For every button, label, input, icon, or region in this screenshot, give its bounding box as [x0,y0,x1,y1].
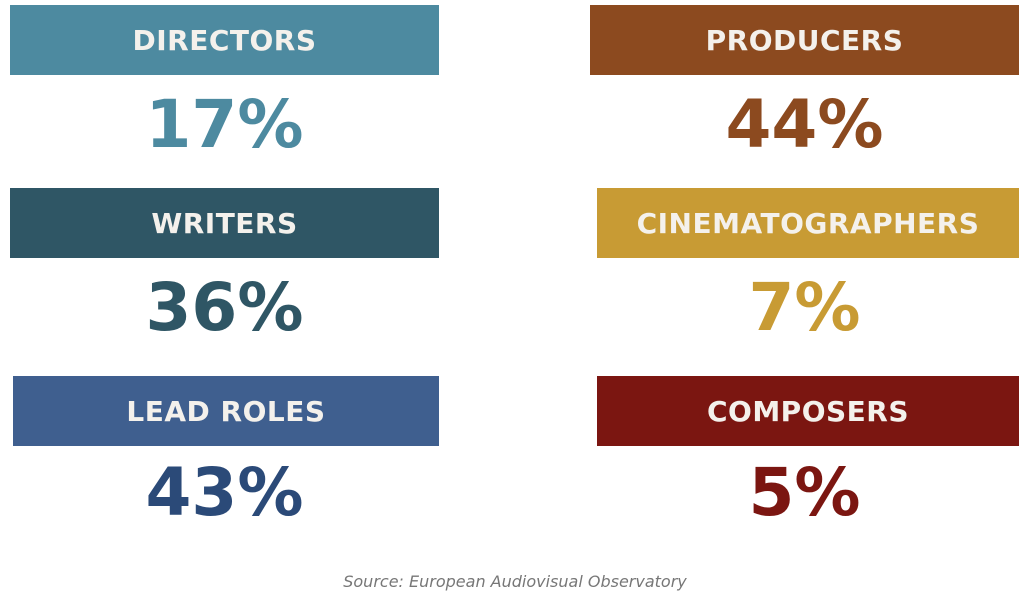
stat-value: 7% [748,269,861,346]
stat-value: 17% [145,86,304,163]
category-banner: LEAD ROLES [13,376,439,446]
stat-value: 44% [725,86,884,163]
stat-value: 43% [145,454,304,531]
category-banner: DIRECTORS [10,5,439,75]
category-banner: PRODUCERS [590,5,1019,75]
category-banner: CINEMATOGRAPHERS [597,188,1019,258]
category-banner: WRITERS [10,188,439,258]
stat-value: 36% [145,269,304,346]
stat-value: 5% [748,454,861,531]
source-note: Source: European Audiovisual Observatory [343,572,687,591]
category-banner: COMPOSERS [597,376,1019,446]
